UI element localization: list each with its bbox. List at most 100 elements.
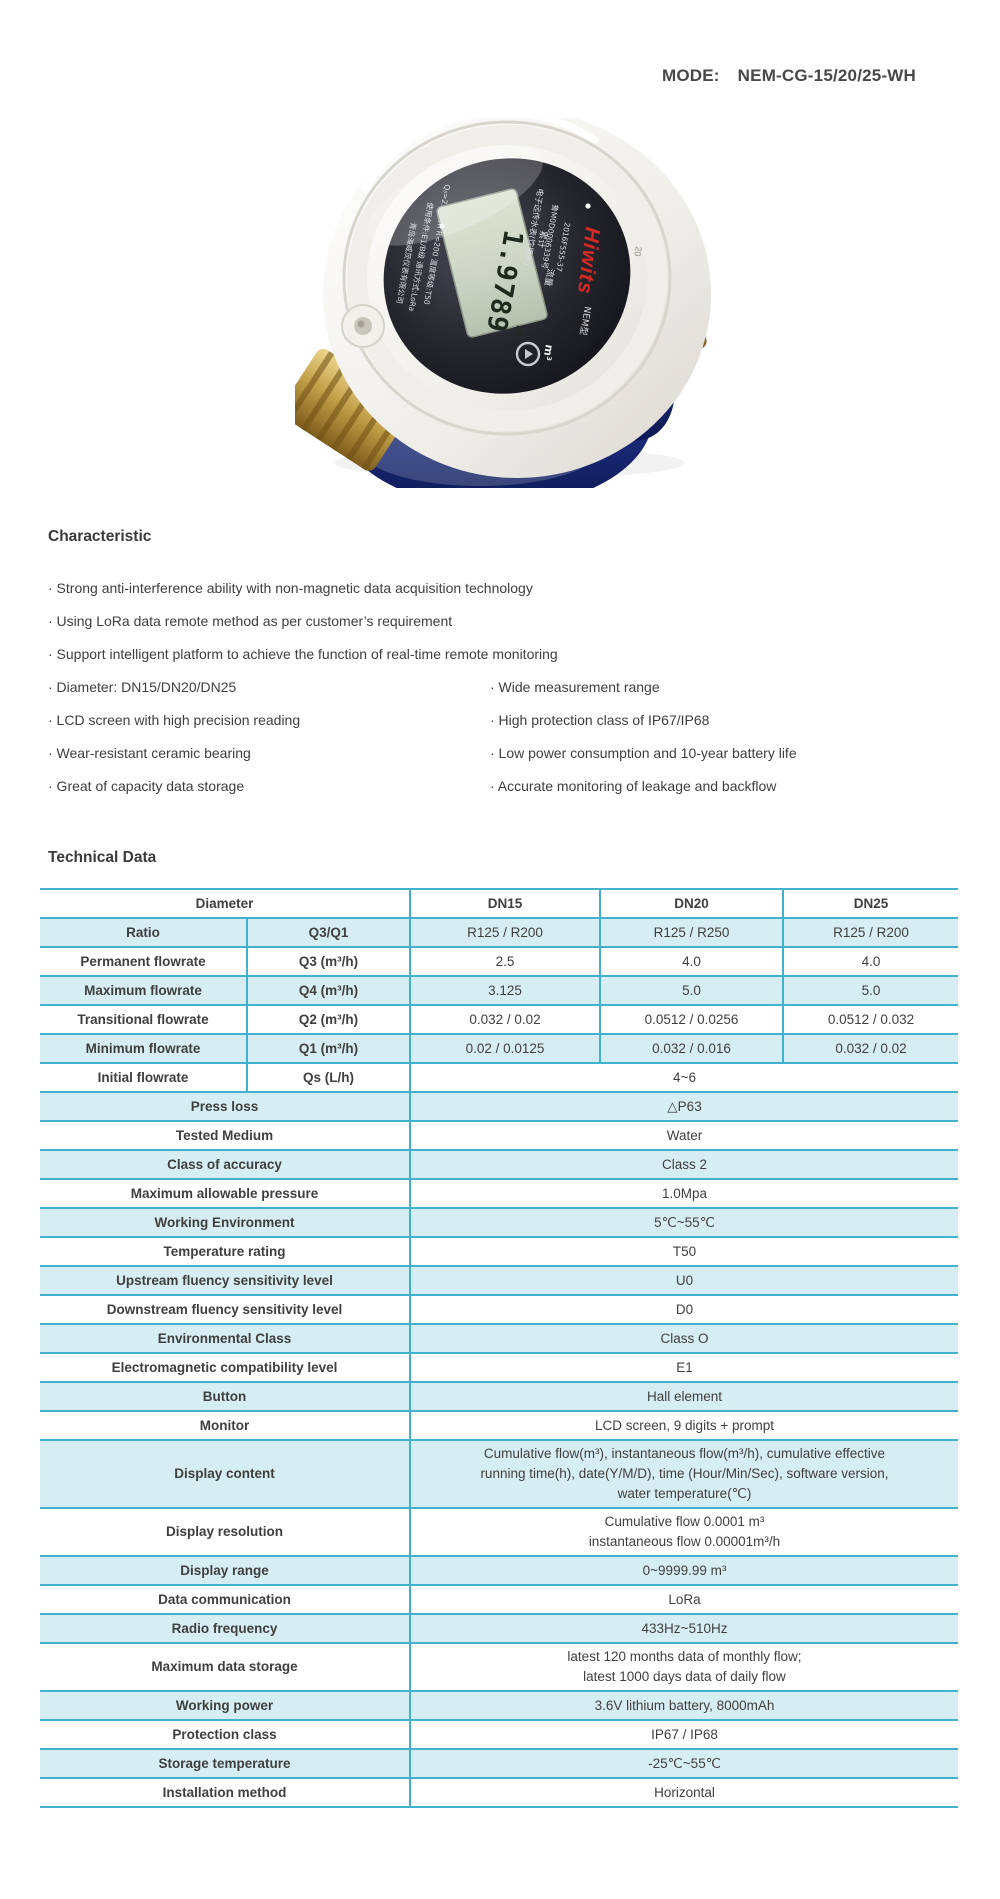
table-row: Installation method Horizontal — [40, 1777, 958, 1807]
table-row: Maximum flowrate Q4 (m³/h) 3.125 5.0 5.0 — [40, 975, 958, 1005]
table-label-cell: Q2 (m³/h) — [246, 1004, 410, 1034]
table-label-cell: Electromagnetic compatibility level — [40, 1352, 410, 1382]
table-value-cell: 1.0Mpa — [409, 1178, 958, 1208]
model-label: MODE: — [662, 66, 720, 85]
table-label-cell: Initial flowrate — [40, 1062, 247, 1092]
bullet-item: · Using LoRa data remote method as per c… — [48, 613, 453, 629]
table-value-cell: Hall element — [409, 1381, 958, 1411]
table-value-cell: 5℃~55℃ — [409, 1207, 958, 1237]
table-row: Button Hall element — [40, 1381, 958, 1411]
table-value-cell: 3.125 — [409, 975, 600, 1005]
table-value-cell: D0 — [409, 1294, 958, 1324]
dial-unit-m3: m³ — [540, 343, 556, 361]
table-label-cell: Display resolution — [40, 1507, 410, 1556]
bullet-item-left: · LCD screen with high precision reading — [48, 712, 301, 728]
lid-hinge — [341, 304, 385, 348]
table-value-cell: 0.0512 / 0.032 — [782, 1004, 958, 1034]
table-row: Maximum allowable pressure 1.0Mpa — [40, 1178, 958, 1208]
table-label-cell: Installation method — [40, 1777, 410, 1807]
table-label-cell: Qs (L/h) — [246, 1062, 410, 1092]
meter-clear-lid — [342, 118, 672, 436]
table-value-cell: 5.0 — [782, 975, 958, 1005]
table-row: Display range 0~9999.99 m³ — [40, 1555, 958, 1585]
table-label-cell: Class of accuracy — [40, 1149, 410, 1179]
table-value-cell: 2.5 — [409, 946, 600, 976]
lcd-screen — [436, 188, 548, 338]
characteristic-title: Characteristic — [48, 528, 152, 545]
table-value-cell: R125 / R250 — [599, 917, 783, 947]
dial-line-model: NEM型 — [577, 305, 593, 336]
table-value-cell: 0.032 / 0.02 — [409, 1004, 600, 1034]
table-value-cell: 4.0 — [599, 946, 783, 976]
table-value-cell: 0.032 / 0.02 — [782, 1033, 958, 1063]
table-label-cell: Permanent flowrate — [40, 946, 247, 976]
glass-highlight — [367, 146, 543, 246]
table-value-cell: 0~9999.99 m³ — [409, 1555, 958, 1585]
table-value-cell: 0.0512 / 0.0256 — [599, 1004, 783, 1034]
table-value-cell: R125 / R200 — [782, 917, 958, 947]
table-row: Maximum data storage latest 120 months da… — [40, 1642, 958, 1691]
table-value-cell: 3.6V lithium battery, 8000mAh — [409, 1690, 958, 1720]
table-value-cell: 0.02 / 0.0125 — [409, 1033, 600, 1063]
table-label-cell: Working power — [40, 1690, 410, 1720]
table-label-cell: Monitor — [40, 1410, 410, 1440]
table-value-cell: latest 120 months data of monthly flow; … — [409, 1642, 958, 1691]
dial-label-flow: 流量 — [542, 267, 557, 287]
table-row: Environmental Class Class O — [40, 1323, 958, 1353]
bullet-item-left: · Great of capacity data storage — [48, 778, 245, 794]
table-row: Transitional flowrate Q2 (m³/h) 0.032 / 0.… — [40, 1004, 958, 1034]
table-label-cell: DN15 — [409, 888, 600, 918]
hall-button-icon — [515, 341, 541, 367]
table-label-cell: Working Environment — [40, 1207, 410, 1237]
table-value-cell: Class 2 — [409, 1149, 958, 1179]
table-label-cell: DN25 — [782, 888, 958, 918]
table-value-cell: 0.032 / 0.016 — [599, 1033, 783, 1063]
table-row: Upstream fluency sensitivity level U0 — [40, 1265, 958, 1295]
bullet-item-right: · Low power consumption and 10-year batt… — [490, 745, 797, 761]
technical-table: Diameter DN15 DN20 DN25 Ratio Q3/Q1 R125 / R20… — [40, 888, 958, 1808]
table-row: Temperature rating T50 — [40, 1236, 958, 1266]
table-label-cell: Minimum flowrate — [40, 1033, 247, 1063]
table-label-cell: Q1 (m³/h) — [246, 1033, 410, 1063]
table-value-cell: Cumulative flow 0.0001 m³ instantaneous … — [409, 1507, 958, 1556]
table-value-cell: LoRa — [409, 1584, 958, 1614]
table-value-cell: R125 / R200 — [409, 917, 600, 947]
table-row: Minimum flowrate Q1 (m³/h) 0.02 / 0.0125 0.… — [40, 1033, 958, 1063]
table-label-cell: Downstream fluency sensitivity level — [40, 1294, 410, 1324]
characteristic-bullets: · Strong anti-interference ability with … — [48, 572, 960, 671]
table-value-cell: T50 — [409, 1236, 958, 1266]
table-row: Monitor LCD screen, 9 digits + prompt — [40, 1410, 958, 1440]
table-row: Tested Medium Water — [40, 1120, 958, 1150]
content: Characteristic · Strong anti-interferenc… — [40, 528, 960, 1808]
table-row: Permanent flowrate Q3 (m³/h) 2.5 4.0 4.0 — [40, 946, 958, 976]
table-label-cell: Upstream fluency sensitivity level — [40, 1265, 410, 1295]
table-label-cell: Diameter — [40, 888, 410, 918]
bullet-item: · Strong anti-interference ability with … — [48, 580, 533, 596]
table-label-cell: Ratio — [40, 917, 247, 947]
bullet-item: · Support intelligent platform to achiev… — [48, 646, 558, 662]
table-value-cell: U0 — [409, 1265, 958, 1295]
table-value-cell: -25℃~55℃ — [409, 1748, 958, 1778]
table-row: Downstream fluency sensitivity level D0 — [40, 1294, 958, 1324]
bullet-item-right: · Wide measurement range — [490, 679, 660, 695]
table-row: Diameter DN15 DN20 DN25 — [40, 888, 958, 918]
table-row: Ratio Q3/Q1 R125 / R200 R125 / R250 R125 / R… — [40, 917, 958, 947]
table-value-cell: Cumulative flow(m³), instantaneous flow(… — [409, 1439, 958, 1508]
dial-dot-right — [585, 203, 591, 209]
table-row: Storage temperature -25℃~55℃ — [40, 1748, 958, 1778]
table-label-cell: Maximum data storage — [40, 1642, 410, 1691]
table-label-cell: Q4 (m³/h) — [246, 975, 410, 1005]
product-photo: 1.9789 m³ 累计 流量 电子远传水表(饮用水) 鲁M0D0006339号… — [295, 118, 711, 488]
table-label-cell: Protection class — [40, 1719, 410, 1749]
table-label-cell: Maximum flowrate — [40, 975, 247, 1005]
technical-data-title: Technical Data — [48, 849, 157, 866]
table-row: Display resolution Cumulative flow 0.0001… — [40, 1507, 958, 1556]
model-value: NEM-CG-15/20/25-WH — [737, 66, 917, 85]
table-row: Electromagnetic compatibility level E1 — [40, 1352, 958, 1382]
table-label-cell: Button — [40, 1381, 410, 1411]
bullet-item-left: · Diameter: DN15/DN20/DN25 — [48, 679, 237, 695]
bullet-item-right: · Accurate monitoring of leakage and bac… — [490, 778, 777, 794]
table-row: Initial flowrate Qs (L/h) 4~6 — [40, 1062, 958, 1092]
model-line: MODE: NEM-CG-15/20/25-WH — [662, 66, 916, 86]
